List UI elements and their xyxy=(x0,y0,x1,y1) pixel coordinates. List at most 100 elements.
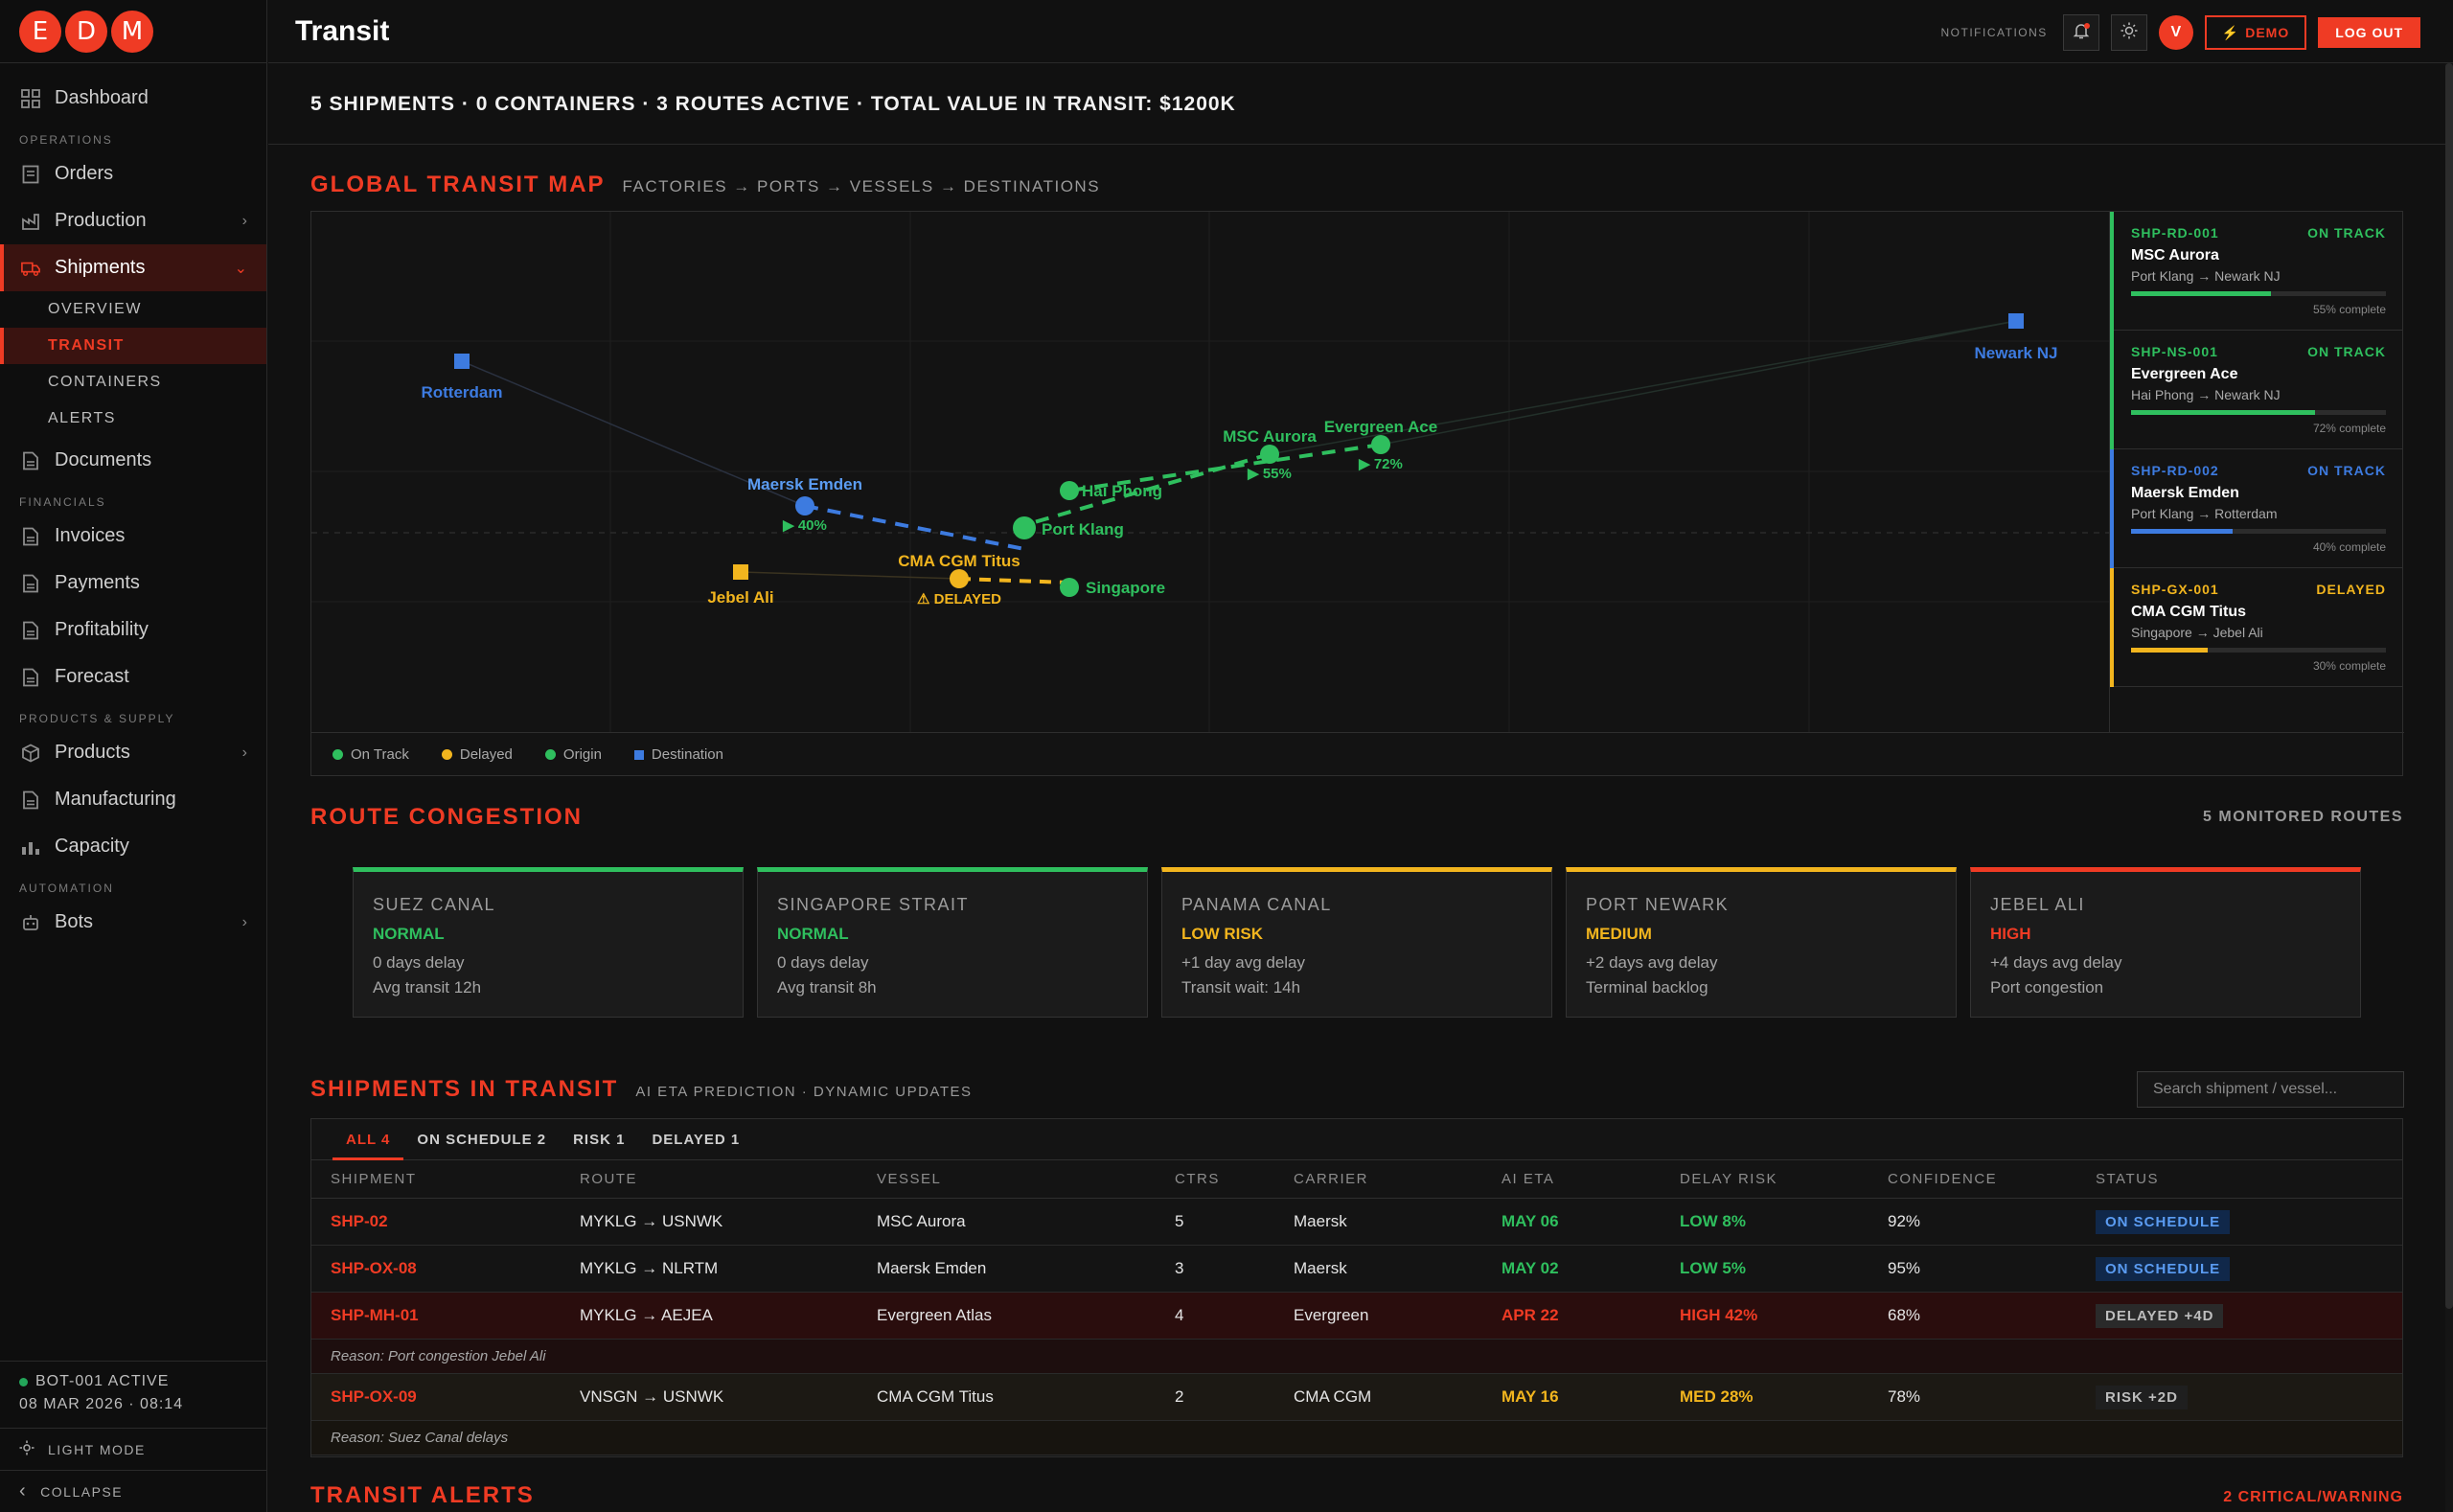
summary-bar: 5 SHIPMENTS · 0 CONTAINERS · 3 ROUTES AC… xyxy=(268,64,2445,145)
table-row[interactable]: SHP-MH-01 MYKLG → AEJEA Evergreen Atlas … xyxy=(311,1293,2402,1340)
sub-item-containers[interactable]: CONTAINERS xyxy=(48,374,162,390)
route-line-newark-2 xyxy=(1380,320,2017,446)
sidebar-item-invoices[interactable]: Invoices xyxy=(0,513,266,560)
card-status: ON TRACK xyxy=(2307,344,2386,359)
congestion-level: NORMAL xyxy=(373,925,445,943)
marker-port-klang[interactable] xyxy=(1013,516,1036,539)
sidebar-item-capacity[interactable]: Capacity xyxy=(0,823,266,870)
marker-jebel-ali[interactable] xyxy=(733,564,748,580)
column-header[interactable]: VESSEL xyxy=(877,1171,942,1187)
user-avatar[interactable]: V xyxy=(2158,15,2193,50)
sidebar-item-forecast[interactable]: Forecast xyxy=(0,653,266,700)
carrier-cell: CMA CGM xyxy=(1294,1387,1372,1406)
marker-hai-phong[interactable] xyxy=(1060,481,1079,500)
sidebar-item-shipments[interactable]: Shipments ⌄ xyxy=(0,244,266,291)
congestion-card[interactable]: SUEZ CANAL NORMAL 0 days delay Avg transit … xyxy=(353,867,744,1018)
light-mode-button[interactable]: LIGHT MODE xyxy=(0,1428,267,1470)
map-title: GLOBAL TRANSIT MAP xyxy=(310,172,606,197)
column-header[interactable]: CTRS xyxy=(1175,1171,1220,1187)
collapse-button[interactable]: ‹ COLLAPSE xyxy=(0,1470,267,1512)
marker-singapore[interactable] xyxy=(1060,578,1079,597)
eta-cell: MAY 06 xyxy=(1502,1212,1559,1230)
sidebar-item-payments[interactable]: Payments xyxy=(0,560,266,607)
theme-toggle-button[interactable] xyxy=(2110,14,2147,51)
sidebar-item-documents[interactable]: Documents xyxy=(0,437,266,484)
sidebar-item-production[interactable]: Production › xyxy=(0,197,266,244)
sub-item-alerts[interactable]: ALERTS xyxy=(48,410,116,426)
logo[interactable]: E D M xyxy=(0,0,266,63)
sun-icon xyxy=(19,1440,34,1458)
card-status: DELAYED xyxy=(2316,582,2386,597)
vessel-card[interactable]: SHP-RD-001 ON TRACK MSC Aurora Port Klang →… xyxy=(2110,212,2403,331)
notifications-button[interactable] xyxy=(2062,14,2099,51)
card-route: Port Klang → Newark NJ xyxy=(2131,268,2281,284)
vessel-card[interactable]: SHP-RD-002 ON TRACK Maersk Emden Port Klang… xyxy=(2110,449,2403,568)
column-header[interactable]: DELAY RISK xyxy=(1680,1171,1777,1187)
scrollbar-thumb[interactable] xyxy=(2445,63,2453,1309)
table-row[interactable]: SHP-OX-09 VNSGN → USNWK CMA CGM Titus 2 … xyxy=(311,1374,2402,1421)
column-header[interactable]: STATUS xyxy=(2096,1171,2159,1187)
bar-chart-icon xyxy=(21,837,40,857)
demo-button[interactable]: ⚡ DEMO xyxy=(2204,15,2307,50)
shipment-id[interactable]: SHP-02 xyxy=(331,1212,388,1230)
vessel-card[interactable]: SHP-NS-001 ON TRACK Evergreen Ace Hai Phong… xyxy=(2110,331,2403,449)
column-header[interactable]: CARRIER xyxy=(1294,1171,1369,1187)
alerts-count: 2 CRITICAL/WARNING xyxy=(2223,1489,2403,1505)
delay-reason: Reason: Port congestion Jebel Ali xyxy=(311,1340,2402,1374)
vessel-card[interactable]: SHP-GX-001 DELAYED CMA CGM Titus Singapore … xyxy=(2110,568,2403,687)
sidebar-item-bots[interactable]: Bots › xyxy=(0,899,266,946)
column-header[interactable]: SHIPMENT xyxy=(331,1171,417,1187)
table-row[interactable]: SHP-02 MYKLG → USNWK MSC Aurora 5 Maersk… xyxy=(311,1199,2402,1246)
legend-on-track: On Track xyxy=(332,746,409,763)
containers-cell: 3 xyxy=(1175,1259,1184,1277)
route-name: JEBEL ALI xyxy=(1990,895,2085,914)
sub-item-transit[interactable]: TRANSIT xyxy=(0,328,266,364)
progress-fill xyxy=(2131,648,2208,653)
table-row[interactable]: SHP-OX-08 MYKLG → NLRTM Maersk Emden 3 M… xyxy=(311,1246,2402,1293)
search-input[interactable] xyxy=(2137,1071,2404,1108)
delay-risk-cell: HIGH 42% xyxy=(1680,1306,1758,1324)
map-legend: On Track Delayed Origin Destination xyxy=(311,732,2404,776)
sidebar-item-profitability[interactable]: Profitability xyxy=(0,607,266,653)
column-header[interactable]: CONFIDENCE xyxy=(1888,1171,1998,1187)
tab-on-schedule[interactable]: ON SCHEDULE 2 xyxy=(417,1131,547,1148)
page-title: Transit xyxy=(295,14,390,47)
carrier-cell: Evergreen xyxy=(1294,1306,1369,1324)
chevron-right-icon: › xyxy=(241,744,247,761)
congestion-card[interactable]: SINGAPORE STRAIT NORMAL 0 days delay Avg tr… xyxy=(757,867,1148,1018)
logo-letter-d: D xyxy=(65,10,107,53)
shipment-id[interactable]: SHP-OX-08 xyxy=(331,1259,417,1277)
marker-newark[interactable] xyxy=(2008,313,2024,329)
congestion-level: MEDIUM xyxy=(1586,925,1652,943)
vessel-maersk-emden[interactable] xyxy=(795,496,814,515)
sidebar-item-orders[interactable]: Orders xyxy=(0,150,266,197)
column-header[interactable]: AI ETA xyxy=(1502,1171,1555,1187)
column-header[interactable]: ROUTE xyxy=(580,1171,637,1187)
congestion-card[interactable]: JEBEL ALI HIGH +4 days avg delay Port conge… xyxy=(1970,867,2361,1018)
sub-item-overview[interactable]: OVERVIEW xyxy=(48,301,142,317)
containers-cell: 5 xyxy=(1175,1212,1184,1230)
sidebar-item-products[interactable]: Products › xyxy=(0,729,266,776)
tab-delayed[interactable]: DELAYED 1 xyxy=(652,1131,741,1148)
logout-button[interactable]: LOG OUT xyxy=(2318,17,2420,48)
confidence-cell: 78% xyxy=(1888,1387,1921,1406)
transit-subtitle: AI ETA PREDICTION · DYNAMIC UPDATES xyxy=(635,1084,973,1100)
vessel-msc-aurora[interactable] xyxy=(1260,445,1279,464)
legend-swatch xyxy=(441,749,452,760)
card-route: Hai Phong → Newark NJ xyxy=(2131,387,2281,402)
tab-all[interactable]: ALL 4 xyxy=(332,1120,404,1160)
shipment-id[interactable]: SHP-MH-01 xyxy=(331,1306,419,1324)
chevron-down-icon: ⌄ xyxy=(234,260,247,277)
progress-fill xyxy=(2131,291,2272,296)
light-mode-label: LIGHT MODE xyxy=(48,1441,146,1457)
vessel-cma-titus[interactable] xyxy=(950,569,969,588)
sidebar-item-dashboard[interactable]: Dashboard xyxy=(0,75,266,122)
congestion-card[interactable]: PORT NEWARK MEDIUM +2 days avg delay Termin… xyxy=(1566,867,1957,1018)
marker-rotterdam[interactable] xyxy=(454,354,470,369)
card-accent xyxy=(2110,568,2114,687)
vessel-evergreen-ace[interactable] xyxy=(1371,435,1390,454)
shipment-id[interactable]: SHP-OX-09 xyxy=(331,1387,417,1406)
tab-risk[interactable]: RISK 1 xyxy=(573,1131,626,1148)
congestion-card[interactable]: PANAMA CANAL LOW RISK +1 day avg delay Tran… xyxy=(1161,867,1552,1018)
sidebar-item-manufacturing[interactable]: Manufacturing xyxy=(0,776,266,823)
